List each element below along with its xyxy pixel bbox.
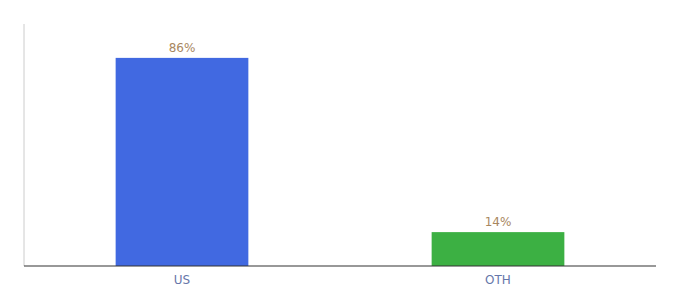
- data-label: 14%: [485, 215, 512, 229]
- bar: [116, 58, 249, 266]
- plot-area: [116, 58, 565, 266]
- x-tick-label: OTH: [485, 273, 511, 287]
- data-label: 86%: [169, 41, 196, 55]
- bar: [432, 232, 565, 266]
- x-axis-line: [24, 265, 656, 266]
- x-tick-label: US: [174, 273, 190, 287]
- y-axis-line: [24, 24, 25, 266]
- chart-svg: US OTH 86% 14%: [0, 0, 680, 300]
- chart-container: US OTH 86% 14%: [0, 0, 680, 300]
- bars: [116, 58, 565, 266]
